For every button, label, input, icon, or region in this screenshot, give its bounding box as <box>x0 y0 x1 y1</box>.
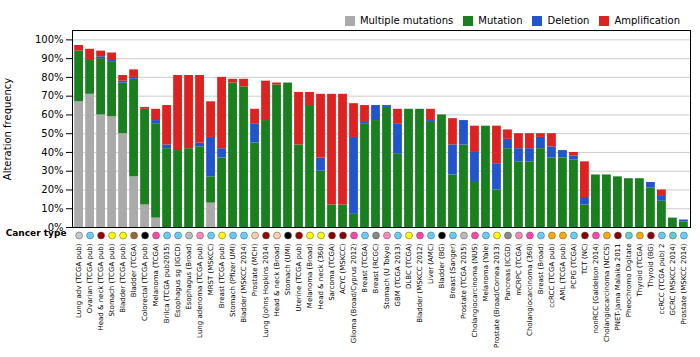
svg-text:Prostate (MCH): Prostate (MCH) <box>251 243 259 296</box>
svg-text:70%: 70% <box>41 90 63 101</box>
svg-text:Cholangiocarcinoma (NUS): Cholangiocarcinoma (NUS) <box>471 243 479 337</box>
svg-text:Cholangiocarcinoma (360): Cholangiocarcinoma (360) <box>526 243 534 336</box>
svg-text:MRST (MSKCC): MRST (MSKCC) <box>207 243 215 295</box>
svg-text:Stomach (UMI): Stomach (UMI) <box>284 243 292 295</box>
svg-text:60%: 60% <box>41 109 63 120</box>
svg-text:Lung adenoma (TCGA pub): Lung adenoma (TCGA pub) <box>196 243 204 338</box>
svg-text:Head & neck (Broad): Head & neck (Broad) <box>273 243 281 316</box>
svg-text:Bladder (TCGA): Bladder (TCGA) <box>130 243 138 297</box>
svg-text:90%: 90% <box>41 53 63 64</box>
svg-text:Bladder (TCGA pub): Bladder (TCGA pub) <box>119 243 127 313</box>
svg-text:DLBC (TCGA): DLBC (TCGA) <box>405 243 413 289</box>
svg-text:Bladder (MSKCC 2012): Bladder (MSKCC 2012) <box>416 243 424 323</box>
svg-text:Esophagus (Broad): Esophagus (Broad) <box>185 243 193 310</box>
svg-text:10%: 10% <box>41 203 63 214</box>
svg-text:20%: 20% <box>41 184 63 195</box>
svg-text:Thyroid (TCGA): Thyroid (TCGA) <box>636 243 644 297</box>
svg-text:Breast (RCGC): Breast (RCGC) <box>372 243 380 293</box>
svg-text:Melanoma (Broad): Melanoma (Broad) <box>306 243 314 308</box>
svg-text:Stomach (TCGA pub): Stomach (TCGA pub) <box>108 243 116 316</box>
svg-text:Prostate (MSKCC 2014): Prostate (MSKCC 2014) <box>680 243 688 324</box>
svg-text:Cancer type: Cancer type <box>6 228 67 238</box>
svg-text:PCPG (TCGA): PCPG (TCGA) <box>570 243 578 289</box>
html-text:Mutation: Mutation <box>478 15 523 26</box>
svg-text:Stomach (Pfizer UMI): Stomach (Pfizer UMI) <box>229 243 237 317</box>
svg-text:Head & neck (360): Head & neck (360) <box>317 243 325 309</box>
html-text:Multiple mutations: Multiple mutations <box>359 15 454 26</box>
svg-text:Prostate (Broad/Cornea 2013): Prostate (Broad/Cornea 2013) <box>493 243 501 348</box>
svg-text:100%: 100% <box>35 34 64 45</box>
svg-text:Bladder (MSKCC 2014): Bladder (MSKCC 2014) <box>240 243 248 323</box>
svg-text:Stomach (U Tokyo): Stomach (U Tokyo) <box>383 243 391 309</box>
svg-text:PNET-Jama Malaika 2011: PNET-Jama Malaika 2011 <box>614 244 622 331</box>
svg-text:Lung adv (TCGA pub): Lung adv (TCGA pub) <box>75 243 83 318</box>
svg-text:Prostate (TCGA 2015): Prostate (TCGA 2015) <box>460 243 468 319</box>
svg-text:Sarcoma (TCGA): Sarcoma (TCGA) <box>328 243 336 301</box>
svg-text:Breast (TCGA): Breast (TCGA) <box>361 243 369 292</box>
svg-text:30%: 30% <box>41 165 63 176</box>
html-text:Amplification: Amplification <box>614 15 680 26</box>
svg-text:Alteration frequency: Alteration frequency <box>2 78 13 181</box>
svg-text:Head & neck (TCGA pub): Head & neck (TCGA pub) <box>97 243 105 330</box>
svg-text:Lung (Johns Hopkins 2014): Lung (Johns Hopkins 2014) <box>262 243 270 337</box>
svg-text:Breast (TCGA pub): Breast (TCGA pub) <box>218 243 226 308</box>
svg-text:GCRC (MSKCC 2014): GCRC (MSKCC 2014) <box>669 243 677 315</box>
svg-text:Brilca (TCGA pub2015): Brilca (TCGA pub2015) <box>163 243 171 323</box>
svg-text:AML (TCGA pub): AML (TCGA pub) <box>559 243 567 300</box>
svg-text:ACYC (MSKCC): ACYC (MSKCC) <box>339 243 347 294</box>
svg-text:Pheochromo Digitate: Pheochromo Digitate <box>625 244 633 318</box>
svg-text:nonRCC (Galdelson 2014): nonRCC (Galdelson 2014) <box>592 243 600 333</box>
svg-text:Uterine (TCGA pub): Uterine (TCGA pub) <box>295 243 303 311</box>
svg-text:50%: 50% <box>41 128 63 139</box>
svg-text:mCRPC (TCGA): mCRPC (TCGA) <box>515 243 523 296</box>
svg-text:Melanoma (Yale): Melanoma (Yale) <box>482 243 490 301</box>
svg-text:ccRCC (TCGA pub) 2: ccRCC (TCGA pub) 2 <box>658 244 666 315</box>
svg-text:Cholangiocarcinoma (NCCS): Cholangiocarcinoma (NCCS) <box>603 243 611 342</box>
svg-text:TCT (NC): TCT (NC) <box>581 243 589 275</box>
svg-text:Glioma (Broad/Cyprus 2012): Glioma (Broad/Cyprus 2012) <box>350 243 358 343</box>
svg-text:Ovarian (TCGA pub): Ovarian (TCGA pub) <box>86 243 94 313</box>
svg-text:ccRCC (TCGA pub): ccRCC (TCGA pub) <box>548 243 556 307</box>
svg-text:Melanoma (TCGA): Melanoma (TCGA) <box>152 243 160 306</box>
svg-text:GBM (TCGA 2013): GBM (TCGA 2013) <box>394 243 402 306</box>
svg-text:Liver (AMC): Liver (AMC) <box>427 243 435 284</box>
svg-text:40%: 40% <box>41 147 63 158</box>
html-text:Deletion: Deletion <box>547 15 590 26</box>
svg-text:Breast (Sanger): Breast (Sanger) <box>449 243 457 298</box>
svg-text:Thyroid (BG): Thyroid (BG) <box>647 243 655 288</box>
svg-text:80%: 80% <box>41 72 63 83</box>
svg-text:Bladder (BG): Bladder (BG) <box>438 243 446 288</box>
svg-text:Pancreas (ICGD): Pancreas (ICGD) <box>504 243 512 300</box>
svg-text:Breast (Broad): Breast (Broad) <box>537 243 545 294</box>
svg-text:Colorectal (TCGA pub): Colorectal (TCGA pub) <box>141 243 149 321</box>
svg-text:Esophagus sg (IGCD): Esophagus sg (IGCD) <box>174 243 182 317</box>
